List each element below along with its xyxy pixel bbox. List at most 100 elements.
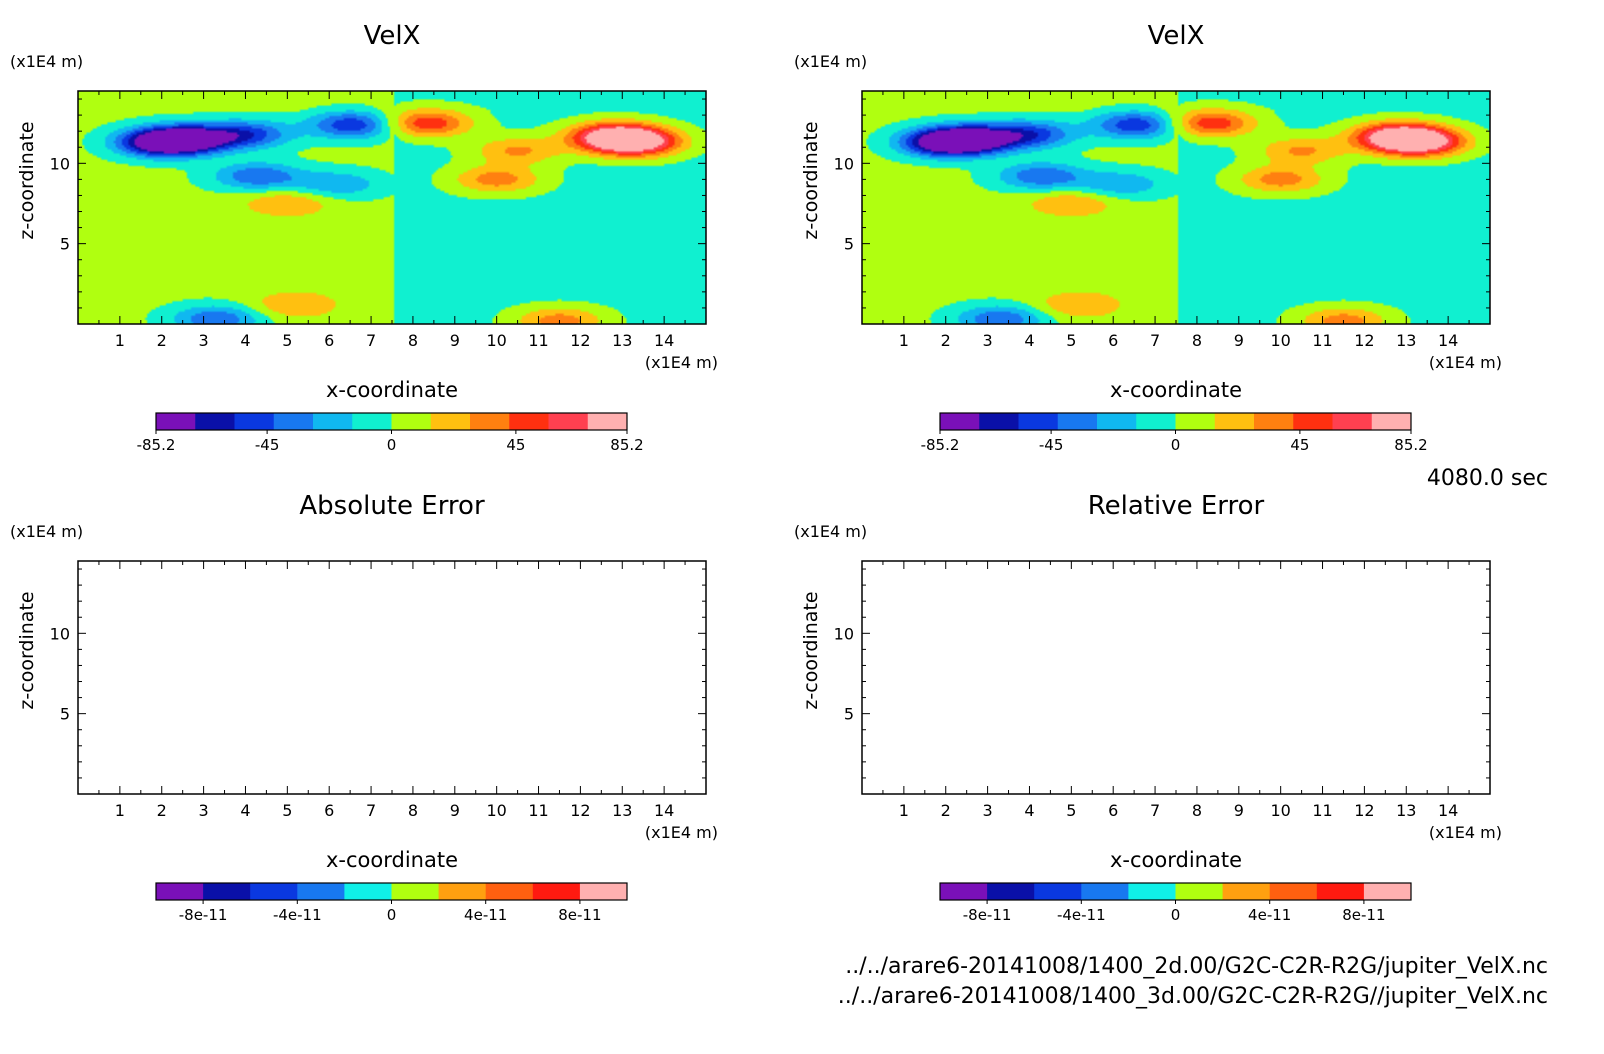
x-tick-label: 13 (1396, 331, 1416, 350)
colorbar-segment (1293, 413, 1333, 430)
x-tick-label: 13 (612, 331, 632, 350)
colorbar-segment (203, 883, 251, 900)
colorbar-segment (1254, 413, 1294, 430)
x-tick-label: 13 (612, 801, 632, 820)
colorbar-tick-label: 4e-11 (1248, 906, 1291, 924)
x-tick-label: 2 (941, 331, 951, 350)
x-tick-label: 1 (899, 801, 909, 820)
plot-frame (861, 560, 1491, 795)
x-tick-label: 5 (282, 801, 292, 820)
y-unit-label: (x1E4 m) (10, 522, 83, 541)
x-tick-label: 11 (528, 331, 548, 350)
colorbar-tick-label: -8e-11 (179, 906, 228, 924)
x-tick-label: 9 (450, 331, 460, 350)
x-tick-label: 12 (570, 801, 590, 820)
y-tick-label: 10 (50, 624, 70, 643)
colorbar-segment (940, 413, 980, 430)
plot-frame (77, 560, 707, 795)
colorbar-segment (352, 413, 392, 430)
panel-title: VelX (364, 21, 421, 51)
x-tick-label: 9 (1234, 331, 1244, 350)
x-tick-label: 5 (1066, 331, 1076, 350)
colorbar-tick-label: -4e-11 (273, 906, 322, 924)
colorbar-tick-label: 0 (387, 906, 397, 924)
x-tick-label: 14 (654, 331, 674, 350)
y-tick-label: 5 (844, 235, 854, 254)
y-axis-label: z-coordinate (800, 121, 822, 239)
x-tick-label: 8 (408, 331, 418, 350)
x-tick-label: 1 (115, 331, 125, 350)
x-tick-label: 11 (1312, 331, 1332, 350)
colorbar-segment (1269, 883, 1318, 900)
y-axis-label: z-coordinate (16, 591, 38, 709)
colorbar-segment (979, 413, 1019, 430)
colorbar-segment (156, 883, 204, 900)
colorbar-segment (1128, 883, 1176, 900)
y-tick-label: 10 (834, 154, 854, 173)
colorbar-segment (297, 883, 345, 900)
x-tick-label: 1 (899, 331, 909, 350)
x-tick-label: 2 (157, 801, 167, 820)
y-unit-label: (x1E4 m) (794, 52, 867, 71)
colorbar-tick-label: -85.2 (137, 436, 176, 454)
x-axis-label: x-coordinate (326, 378, 458, 402)
x-tick-label: 9 (450, 801, 460, 820)
colorbar-segment (1214, 413, 1255, 430)
field-image (78, 91, 706, 324)
x-tick-label: 6 (324, 801, 334, 820)
colorbar-segment (1175, 883, 1224, 900)
x-tick-label: 5 (1066, 801, 1076, 820)
x-tick-label: 13 (1396, 801, 1416, 820)
x-tick-label: 1 (115, 801, 125, 820)
x-tick-label: 7 (366, 801, 376, 820)
y-tick-label: 10 (50, 154, 70, 173)
colorbar-segment (250, 883, 298, 900)
colorbar-segment (1018, 413, 1059, 430)
x-tick-label: 3 (199, 801, 209, 820)
x-tick-label: 7 (1150, 331, 1160, 350)
x-tick-label: 4 (1024, 801, 1034, 820)
colorbar-segment (509, 413, 549, 430)
y-tick-label: 10 (834, 624, 854, 643)
colorbar-segment (1363, 883, 1412, 900)
panel-title: VelX (1148, 21, 1205, 51)
colorbar-segment (430, 413, 471, 430)
colorbar-tick-label: -45 (1039, 436, 1064, 454)
y-tick-label: 5 (60, 235, 70, 254)
colorbar-segment (1136, 413, 1176, 430)
panel-title: Absolute Error (299, 491, 485, 521)
x-unit-label: (x1E4 m) (645, 823, 718, 842)
x-tick-label: 10 (486, 801, 506, 820)
x-tick-label: 8 (408, 801, 418, 820)
x-tick-label: 2 (157, 331, 167, 350)
y-axis-label: z-coordinate (800, 591, 822, 709)
x-tick-label: 14 (1438, 331, 1458, 350)
x-axis-label: x-coordinate (1110, 378, 1242, 402)
colorbar-segment (1316, 883, 1365, 900)
colorbar-segment (940, 883, 988, 900)
y-unit-label: (x1E4 m) (10, 52, 83, 71)
x-unit-label: (x1E4 m) (1429, 823, 1502, 842)
colorbar-tick-label: 8e-11 (1342, 906, 1385, 924)
colorbar-segment (1057, 413, 1098, 430)
colorbar-segment (391, 413, 432, 430)
panel-1: VelX(x1E4 m)1 2 3 4 5 6 7 8 9 10 11 12 13 14510(x1E4 … (10, 21, 718, 454)
panel-3: Absolute Error(x1E4 m)1 2 3 4 5 6 7 8 9 10 11 12 13 1… (10, 491, 718, 924)
panel-title: Relative Error (1088, 491, 1265, 521)
colorbar-segment (391, 883, 440, 900)
colorbar-tick-label: 45 (506, 436, 525, 454)
colorbar-segment (579, 883, 628, 900)
colorbar-segment (987, 883, 1035, 900)
x-tick-label: 8 (1192, 331, 1202, 350)
x-tick-label: 3 (983, 801, 993, 820)
colorbar-tick-label: -85.2 (921, 436, 960, 454)
panel-2: VelX(x1E4 m)1 2 3 4 5 6 7 8 9 10 11 12 13 14510(x1E4 … (794, 21, 1502, 454)
x-tick-label: 10 (1270, 331, 1290, 350)
x-tick-label: 11 (528, 801, 548, 820)
y-tick-label: 5 (60, 705, 70, 724)
colorbar-segment (548, 413, 589, 430)
colorbar-tick-label: -45 (255, 436, 280, 454)
y-unit-label: (x1E4 m) (794, 522, 867, 541)
x-unit-label: (x1E4 m) (1429, 353, 1502, 372)
